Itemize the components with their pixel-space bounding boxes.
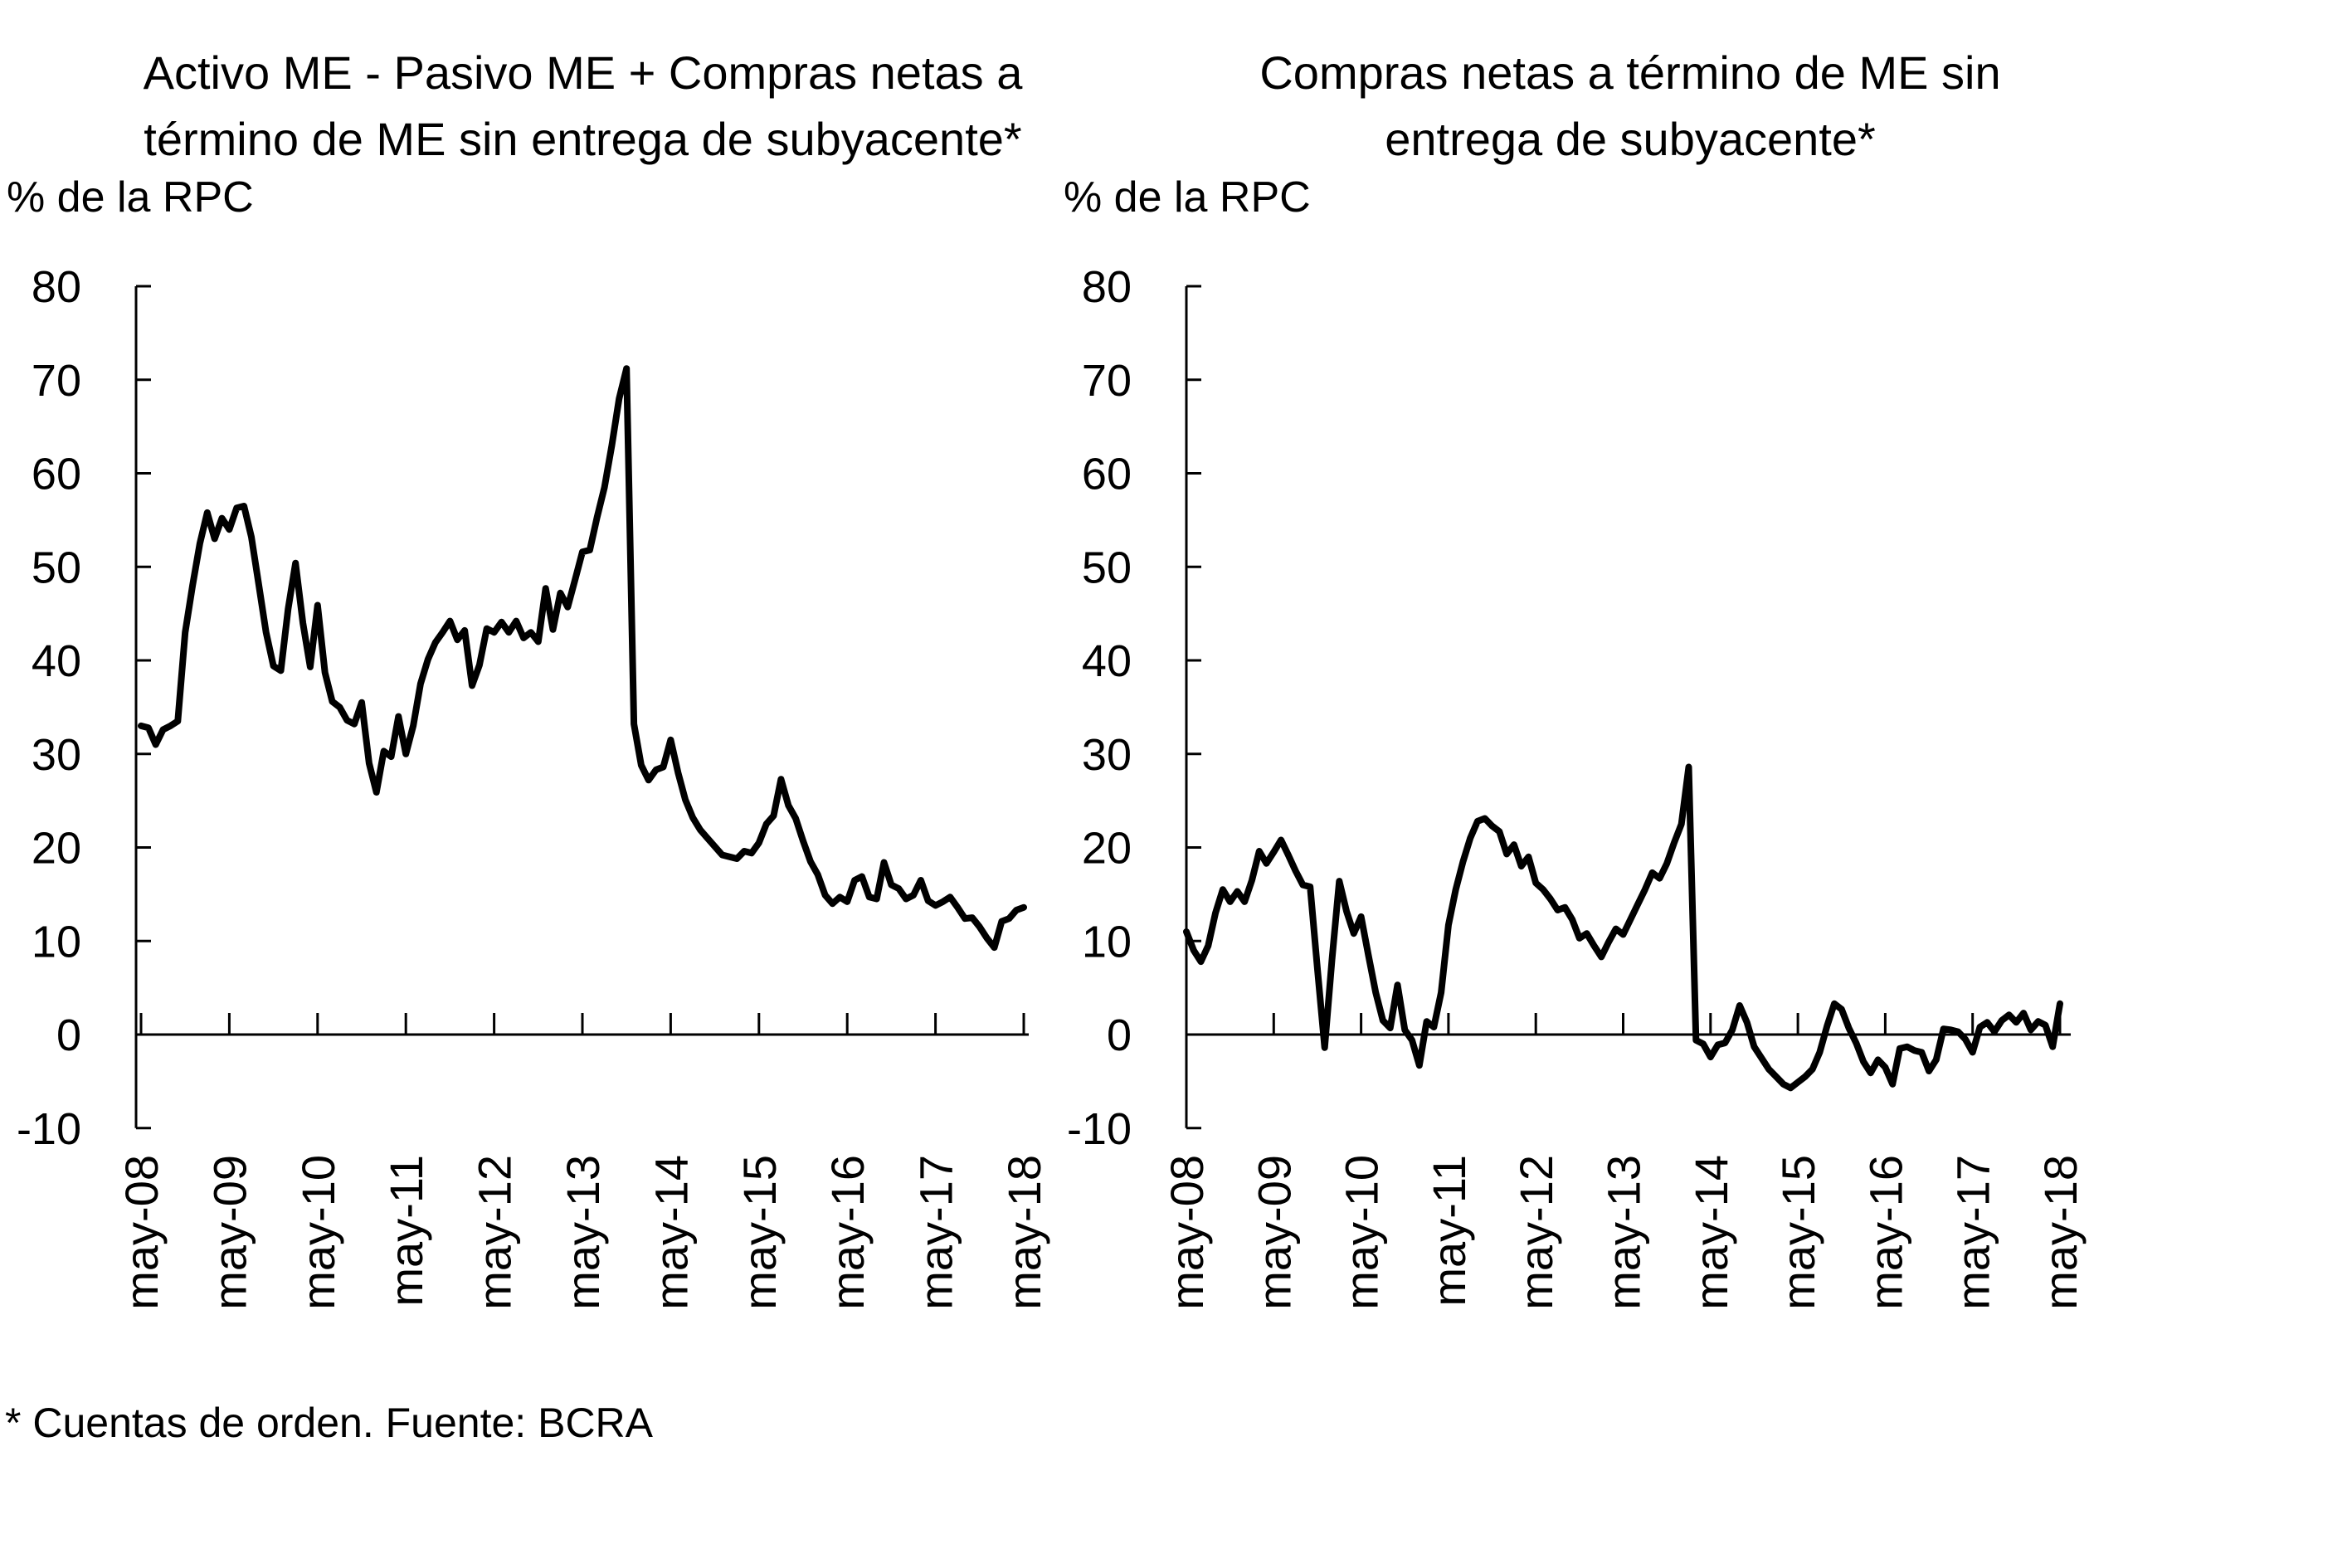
left-y-axis-label: % de la RPC xyxy=(7,173,254,222)
y-tick-label: 70 xyxy=(1082,356,1132,406)
x-tick-label: may-09 xyxy=(1248,1155,1300,1310)
x-tick-label: may-08 xyxy=(115,1155,168,1310)
y-tick-label: 20 xyxy=(32,824,81,874)
y-tick-label: 80 xyxy=(1082,262,1132,312)
x-tick-label: may-13 xyxy=(557,1155,609,1310)
x-tick-label: may-15 xyxy=(733,1155,786,1310)
x-tick-label: may-14 xyxy=(1685,1155,1737,1310)
right-chart-title: Compras netas a término de ME sin entreg… xyxy=(1132,40,2128,173)
y-tick-label: 30 xyxy=(1082,730,1132,780)
x-tick-label: may-17 xyxy=(910,1155,962,1310)
y-tick-label: 40 xyxy=(32,636,81,686)
x-tick-label: may-16 xyxy=(821,1155,874,1310)
y-tick-label: 80 xyxy=(32,262,81,312)
right-chart-title-line1: Compras netas a término de ME sin xyxy=(1259,46,2001,99)
x-tick-label: may-11 xyxy=(1423,1155,1475,1307)
right-chart-plot: 80 70 60 50 40 30 20 10 0 -10 may-08 may-09 may-10 ma… xyxy=(1067,262,2087,1310)
x-tick-label: may-16 xyxy=(1859,1155,1911,1310)
x-tick-label: may-12 xyxy=(469,1155,521,1310)
x-tick-label: may-09 xyxy=(203,1155,256,1310)
data-line xyxy=(138,365,1027,952)
footnote: * Cuentas de orden. Fuente: BCRA xyxy=(5,1400,654,1446)
y-tick-label: 20 xyxy=(1082,824,1132,874)
y-tick-label: 30 xyxy=(32,730,81,780)
y-tick-label: -10 xyxy=(17,1104,81,1154)
x-tick-label: may-18 xyxy=(998,1155,1050,1310)
left-chart-title-line1: Activo ME - Pasivo ME + Compras netas a xyxy=(143,46,1023,99)
x-tick-label: may-13 xyxy=(1598,1155,1650,1310)
y-tick-label: 0 xyxy=(1107,1010,1132,1060)
x-tick-label: may-15 xyxy=(1772,1155,1824,1310)
data-line xyxy=(1183,763,2063,1092)
right-y-axis-label: % de la RPC xyxy=(1064,173,1311,222)
x-tick-label: may-08 xyxy=(1161,1155,1213,1310)
left-chart-title-line2: término de ME sin entrega de subyacente* xyxy=(144,113,1022,165)
x-tick-label: may-11 xyxy=(380,1155,432,1307)
left-chart-title: Activo ME - Pasivo ME + Compras netas a … xyxy=(83,40,1083,173)
y-tick-label: 0 xyxy=(56,1010,81,1060)
y-tick-label: 40 xyxy=(1082,636,1132,686)
y-tick-label: 60 xyxy=(1082,450,1132,499)
y-tick-label: -10 xyxy=(1067,1104,1132,1154)
y-tick-label: 60 xyxy=(32,450,81,499)
right-chart-title-line2: entrega de subyacente* xyxy=(1385,113,1876,165)
y-tick-label: 70 xyxy=(32,356,81,406)
left-chart-plot: 80 70 60 50 40 30 20 10 0 -10 may-08 may-09 may-10 ma… xyxy=(17,262,1050,1310)
y-tick-label: 50 xyxy=(1082,543,1132,592)
x-tick-label: may-14 xyxy=(645,1155,697,1310)
y-tick-label: 10 xyxy=(1082,917,1132,967)
x-tick-label: may-10 xyxy=(1336,1155,1388,1310)
x-tick-label: may-12 xyxy=(1510,1155,1562,1310)
x-tick-label: may-10 xyxy=(292,1155,344,1310)
y-tick-label: 10 xyxy=(32,917,81,967)
y-tick-label: 50 xyxy=(32,543,81,592)
x-tick-label: may-18 xyxy=(2034,1155,2087,1310)
x-tick-label: may-17 xyxy=(1947,1155,1999,1310)
